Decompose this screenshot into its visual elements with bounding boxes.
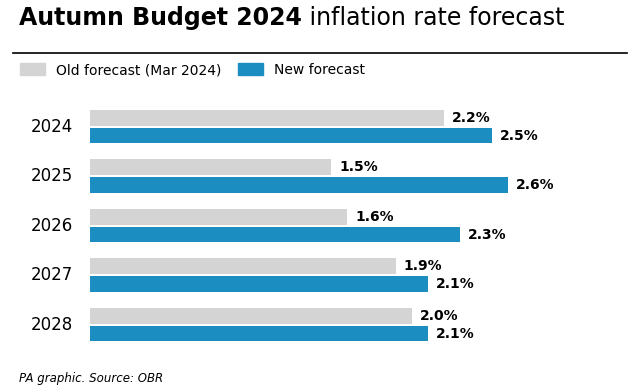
Bar	[90, 209, 348, 224]
Text: 2.0%: 2.0%	[420, 309, 458, 323]
Bar	[90, 326, 428, 342]
Text: 2.1%: 2.1%	[436, 277, 475, 291]
Text: 1.5%: 1.5%	[339, 160, 378, 174]
Bar	[90, 159, 331, 175]
Text: 2026: 2026	[31, 217, 74, 235]
Text: 2028: 2028	[31, 315, 74, 334]
Text: 2.3%: 2.3%	[468, 228, 507, 242]
Bar	[90, 276, 428, 292]
Bar	[90, 110, 444, 126]
Text: 1.9%: 1.9%	[404, 259, 442, 273]
Text: 2.6%: 2.6%	[516, 178, 555, 192]
Bar	[90, 227, 460, 242]
Text: PA graphic. Source: OBR: PA graphic. Source: OBR	[19, 372, 163, 385]
Legend: Old forecast (Mar 2024), New forecast: Old forecast (Mar 2024), New forecast	[20, 63, 365, 77]
Text: 2.1%: 2.1%	[436, 326, 475, 340]
Bar	[90, 308, 412, 324]
Text: 2.2%: 2.2%	[452, 111, 491, 125]
Text: 2025: 2025	[31, 167, 74, 185]
Text: inflation rate forecast: inflation rate forecast	[302, 6, 564, 30]
Text: 2027: 2027	[31, 266, 74, 284]
Text: 2024: 2024	[31, 117, 74, 136]
Text: Autumn Budget 2024: Autumn Budget 2024	[19, 6, 302, 30]
Bar	[90, 258, 396, 274]
Text: 1.6%: 1.6%	[355, 210, 394, 224]
Text: 2.5%: 2.5%	[500, 128, 539, 142]
Bar	[90, 177, 508, 193]
Bar	[90, 128, 492, 144]
